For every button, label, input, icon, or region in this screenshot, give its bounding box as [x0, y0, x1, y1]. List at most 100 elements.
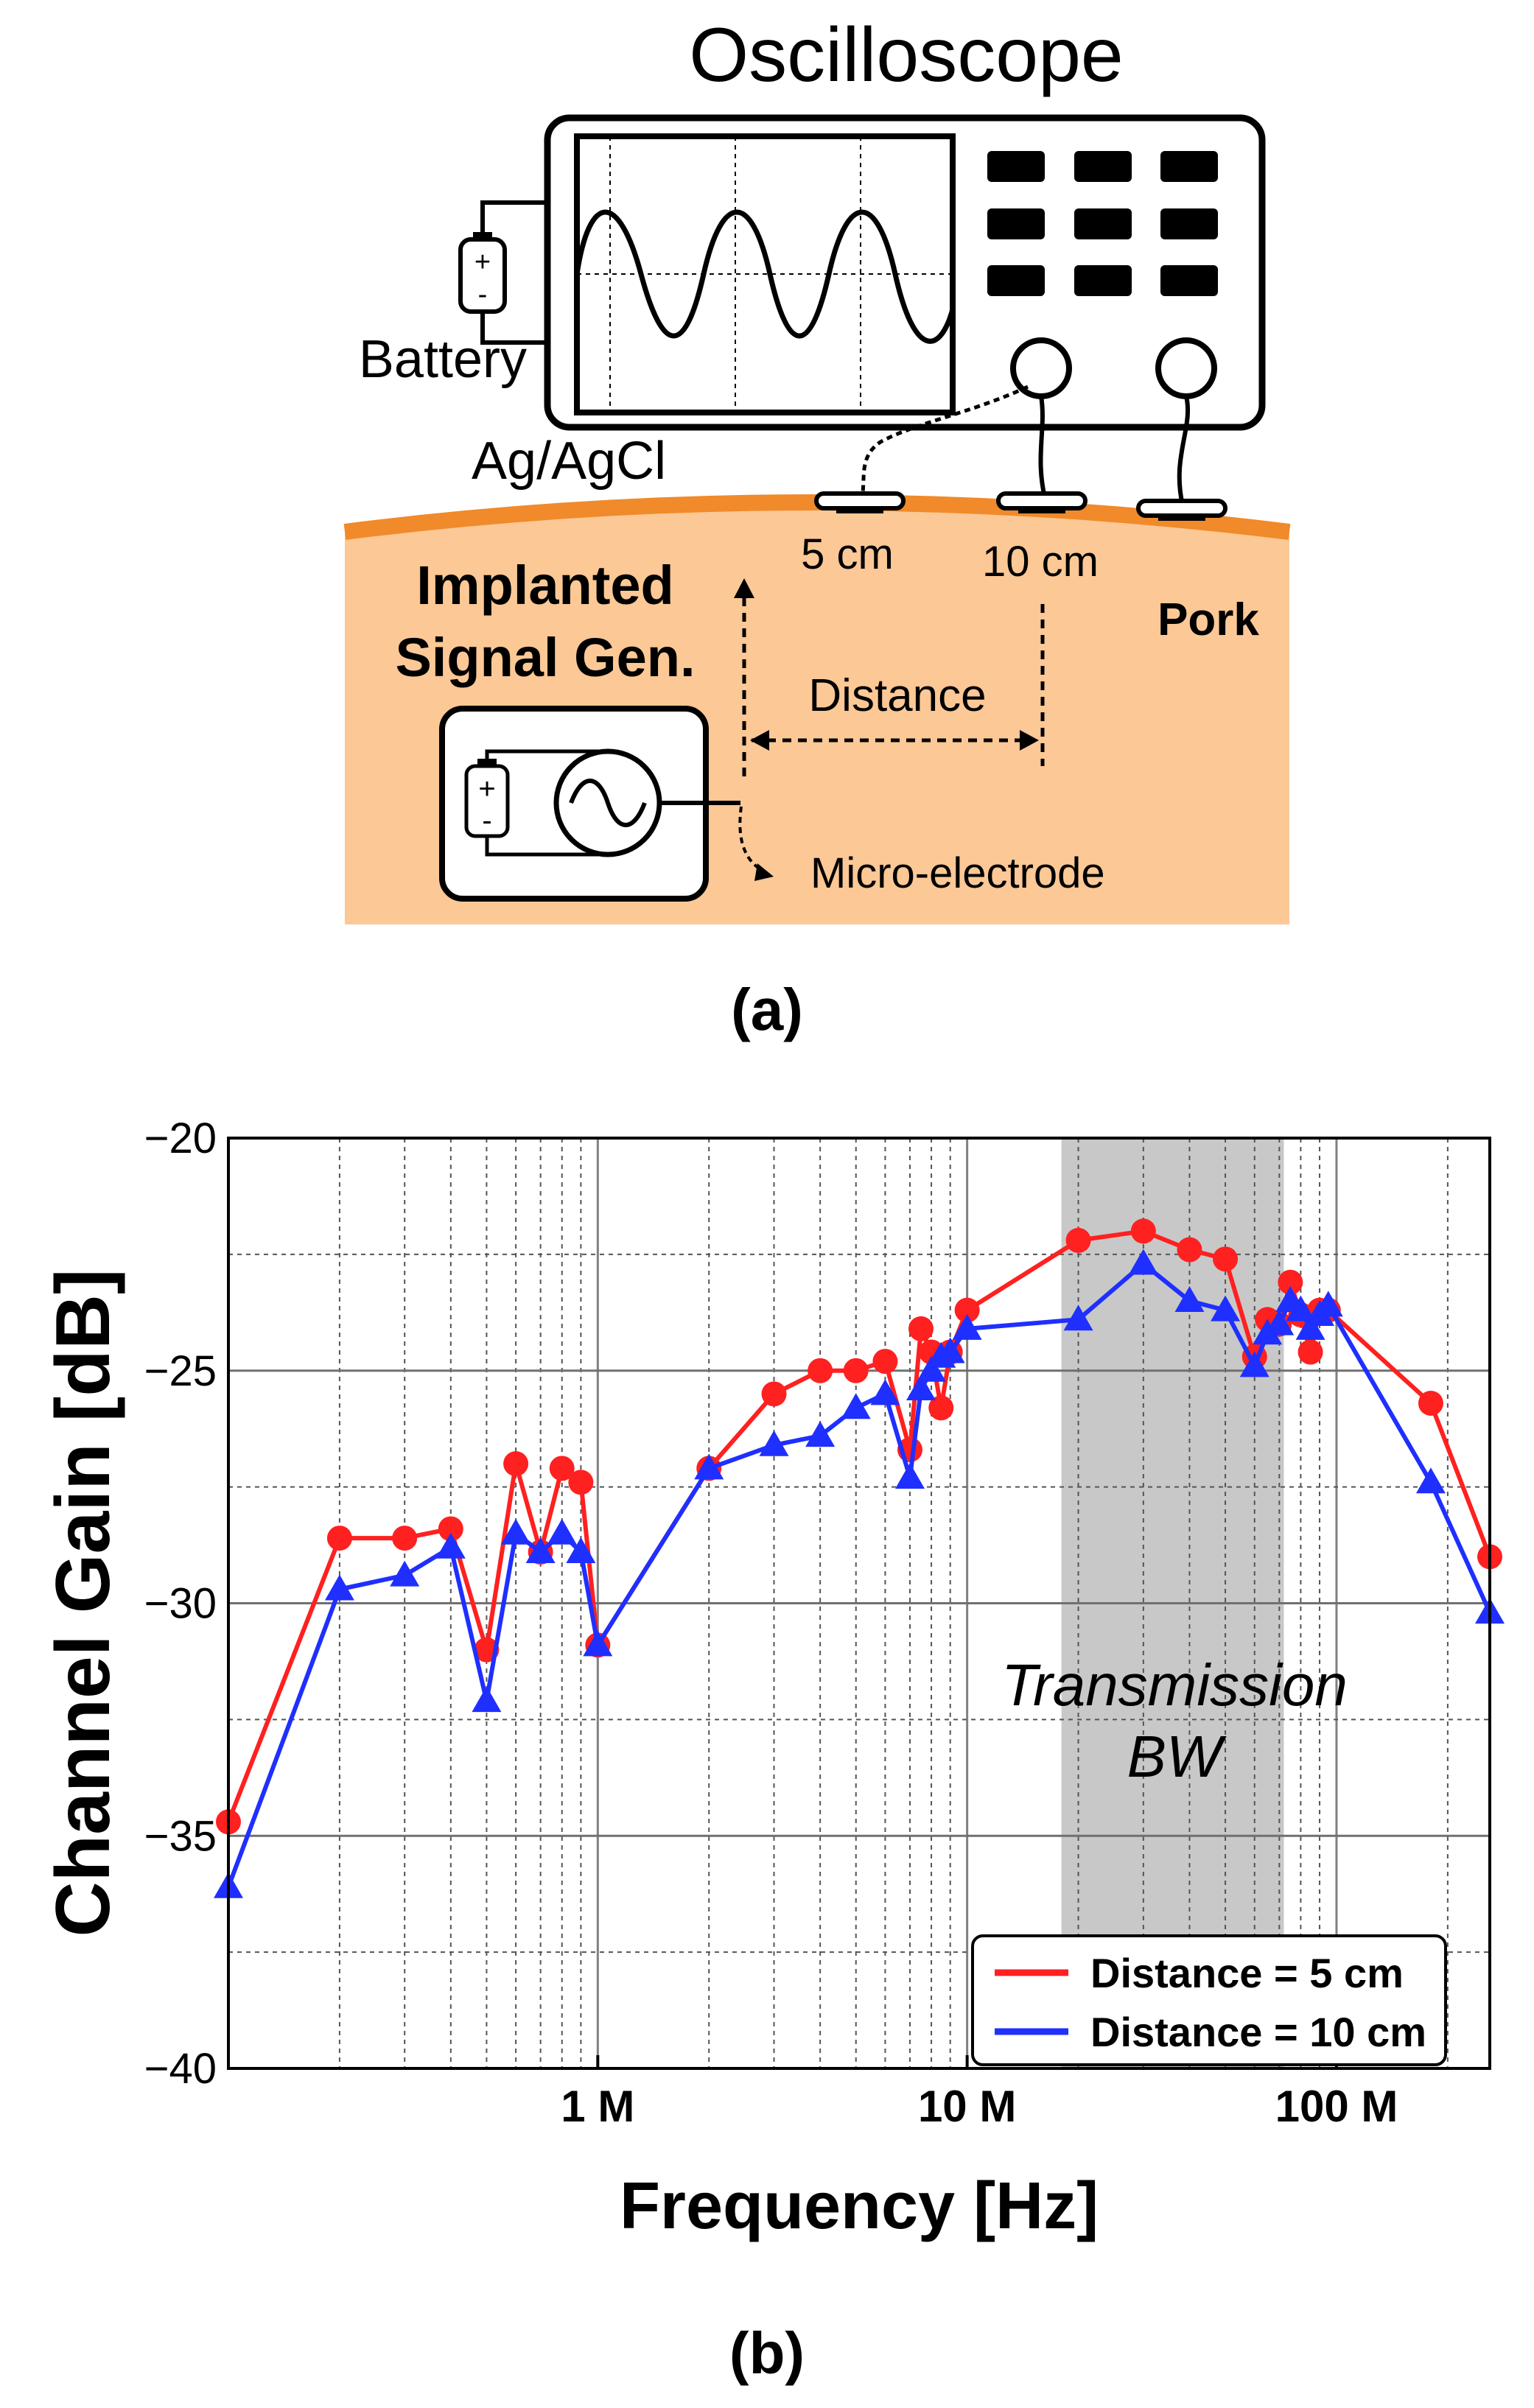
caption-b: (b) — [729, 2320, 805, 2386]
probe-cable-ref — [1177, 396, 1191, 505]
implant-battery-plus: + — [478, 773, 495, 805]
probe-knob-1 — [1010, 337, 1072, 399]
legend: Distance = 5 cm Distance = 10 cm — [971, 1934, 1447, 2066]
data-point — [547, 1518, 577, 1545]
data-point — [1177, 1237, 1202, 1263]
caption-a: (a) — [731, 977, 803, 1042]
battery-plus: + — [474, 247, 491, 278]
data-point — [841, 1393, 871, 1419]
data-point — [568, 1470, 594, 1495]
data-point — [908, 1316, 934, 1341]
legend-label-5cm: Distance = 5 cm — [1090, 1950, 1404, 1996]
data-point — [503, 1451, 529, 1477]
oscilloscope-buttons — [987, 151, 1218, 296]
implant-label-line2: Signal Gen. — [395, 627, 695, 688]
probe-cable-5cm — [860, 385, 1029, 498]
band-label-line1: Transmission — [1001, 1652, 1348, 1718]
probe-cable-10cm — [1038, 396, 1047, 498]
data-point — [843, 1358, 869, 1383]
implant-label-line1: Implanted — [416, 555, 673, 616]
electrode-label: Ag/AgCl — [472, 432, 666, 491]
data-point — [1286, 1295, 1316, 1321]
band-label-line2: BW — [1127, 1724, 1227, 1789]
data-point — [501, 1518, 531, 1545]
data-point — [1239, 1351, 1269, 1377]
data-point — [954, 1297, 980, 1323]
channel-gain-chart: Transmission BW −40 −35 −30 −25 −20 1 M 10 M 10… — [41, 1115, 1505, 2386]
oscilloscope-title: Oscilloscope — [689, 13, 1124, 98]
y-tick-label: −20 — [144, 1115, 217, 1162]
data-point — [566, 1537, 596, 1564]
data-point — [583, 1630, 613, 1657]
tick-layer: −40 −35 −30 −25 −20 1 M 10 M 100 M — [144, 1115, 1398, 2131]
data-point — [1213, 1246, 1239, 1272]
data-point — [906, 1375, 936, 1401]
data-point — [872, 1349, 898, 1375]
surface-electrodes — [814, 491, 1227, 521]
x-tick-label: 1 M — [561, 2082, 634, 2131]
data-point — [694, 1453, 724, 1480]
plot-frame — [227, 1137, 1491, 2070]
implant-battery-minus: - — [482, 804, 491, 837]
legend-box — [971, 1934, 1447, 2066]
data-point — [438, 1516, 463, 1542]
series-10cm — [214, 1249, 1505, 1898]
data-point — [1278, 1269, 1303, 1295]
probe-knob-2 — [1155, 337, 1217, 399]
legend-label-10cm: Distance = 10 cm — [1090, 2009, 1426, 2055]
data-point — [392, 1526, 418, 1551]
data-point — [808, 1358, 833, 1383]
data-point — [390, 1560, 420, 1587]
x-axis-label: Frequency [Hz] — [620, 2169, 1099, 2243]
micro-electrode-arrow — [738, 806, 767, 874]
micro-electrode-label: Micro-electrode — [810, 849, 1105, 897]
data-point — [1128, 1249, 1158, 1275]
data-point — [1295, 1313, 1325, 1340]
distance-10cm-label: 10 cm — [982, 538, 1099, 586]
battery-minus: - — [478, 279, 488, 310]
data-point — [1174, 1286, 1205, 1313]
data-point — [1130, 1218, 1156, 1244]
data-point — [952, 1313, 982, 1340]
y-tick-label: −40 — [144, 2045, 217, 2093]
setup-diagram: Oscilloscope — [343, 13, 1291, 1042]
data-point — [1418, 1390, 1443, 1416]
data-point — [1313, 1291, 1343, 1317]
data-point — [870, 1379, 900, 1405]
data-point — [805, 1421, 836, 1447]
arrow-heads — [734, 578, 1039, 751]
data-point — [1297, 1339, 1323, 1365]
distance-5cm-label: 5 cm — [801, 530, 894, 578]
data-point — [894, 1462, 925, 1489]
data-point — [1264, 1309, 1295, 1335]
x-tick-label: 100 M — [1275, 2082, 1398, 2131]
series-layer — [214, 1218, 1505, 1898]
data-point — [435, 1532, 466, 1559]
y-axis-label: Channel Gain [dB] — [41, 1268, 126, 1937]
battery-wires — [480, 200, 547, 345]
data-point — [1211, 1295, 1241, 1321]
data-point — [928, 1395, 954, 1421]
y-tick-label: −30 — [144, 1580, 217, 1628]
x-tick-label: 10 M — [918, 2082, 1016, 2131]
data-point — [326, 1526, 352, 1551]
y-tick-label: −35 — [144, 1812, 217, 1860]
micro-electrode-arrowhead — [754, 863, 774, 881]
distance-label: Distance — [808, 670, 986, 721]
data-point — [549, 1456, 575, 1481]
y-tick-label: −25 — [144, 1347, 217, 1395]
data-point — [472, 1686, 502, 1713]
data-point — [759, 1430, 789, 1456]
data-point — [917, 1355, 947, 1382]
data-point — [525, 1537, 556, 1564]
distance-arrows — [742, 582, 1045, 781]
data-point — [324, 1574, 354, 1601]
data-point — [1415, 1467, 1446, 1494]
data-point — [935, 1337, 965, 1363]
ac-wave — [569, 779, 647, 827]
data-point — [761, 1381, 787, 1407]
data-point — [1063, 1305, 1093, 1331]
screen-waveform — [574, 209, 956, 344]
battery-label: Battery — [359, 330, 527, 389]
